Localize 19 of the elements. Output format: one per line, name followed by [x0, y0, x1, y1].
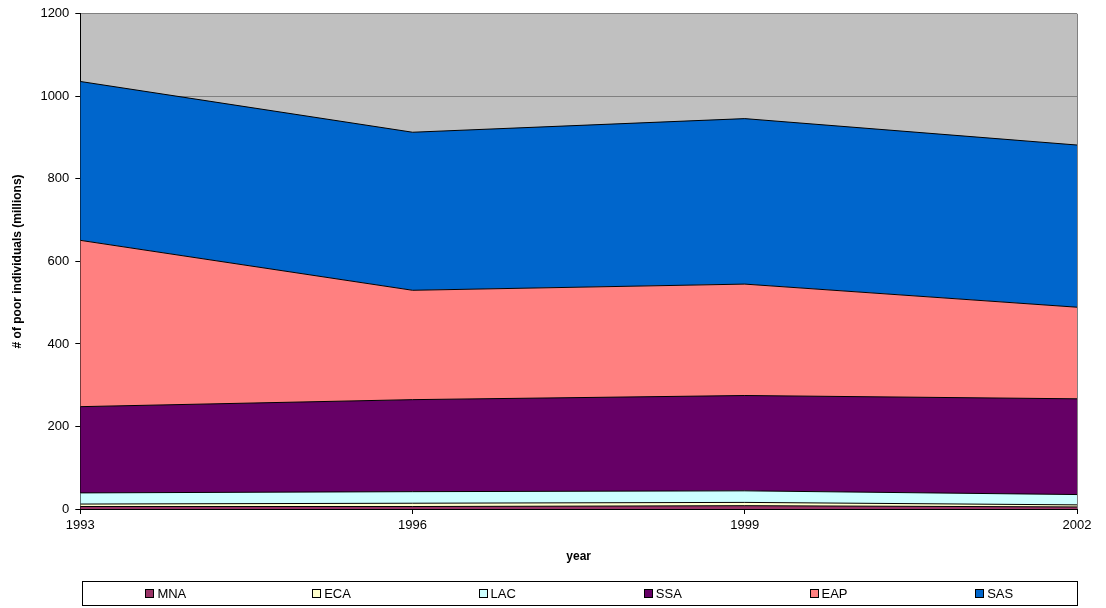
legend-label: SSA: [655, 586, 682, 601]
y-tick-label: 600: [47, 252, 70, 268]
y-tick-label: 1200: [40, 5, 70, 21]
y-tick-label: 0: [62, 500, 70, 516]
legend-label: MNA: [157, 586, 187, 601]
y-axis-title: # of poor individuals (millions): [9, 174, 24, 349]
x-axis-title: year: [566, 549, 592, 564]
y-tick-label: 800: [47, 170, 70, 186]
x-tick-label: 2002: [1062, 517, 1092, 533]
y-tick-label: 400: [47, 335, 70, 351]
legend-label: EAP: [821, 586, 848, 601]
y-tick-label: 1000: [40, 87, 70, 103]
y-tick-label: 200: [47, 418, 70, 434]
x-tick-label: 1999: [730, 517, 760, 533]
legend-label: SAS: [987, 586, 1014, 601]
x-tick-label: 1996: [398, 517, 428, 533]
legend-label: LAC: [490, 586, 516, 601]
x-tick-label: 1993: [65, 517, 95, 533]
legend-label: ECA: [324, 586, 351, 601]
